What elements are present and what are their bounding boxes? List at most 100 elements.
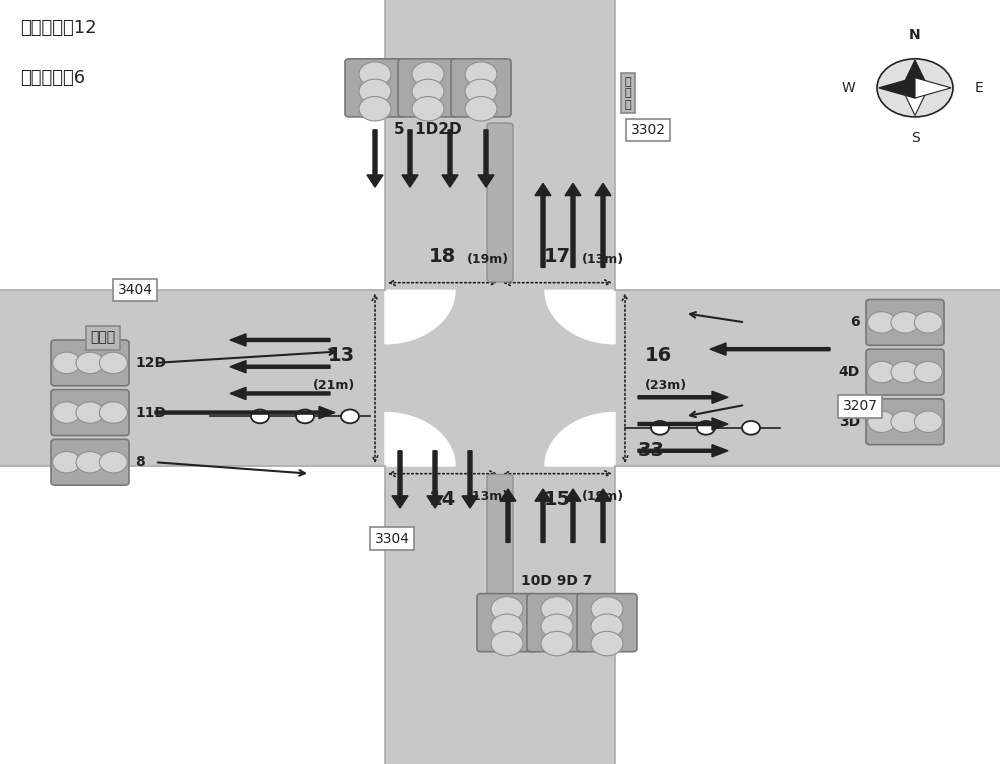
Circle shape	[465, 62, 497, 86]
FancyArrow shape	[427, 451, 443, 508]
Circle shape	[359, 62, 391, 86]
FancyArrow shape	[155, 406, 335, 419]
FancyBboxPatch shape	[527, 594, 587, 652]
FancyArrow shape	[402, 130, 418, 187]
Circle shape	[359, 96, 391, 121]
Text: 14: 14	[429, 490, 456, 510]
Text: 12D: 12D	[135, 356, 166, 370]
Polygon shape	[902, 60, 928, 88]
Circle shape	[591, 597, 623, 621]
Wedge shape	[545, 413, 615, 466]
Circle shape	[541, 631, 573, 656]
Circle shape	[868, 312, 896, 333]
Circle shape	[491, 631, 523, 656]
FancyArrow shape	[478, 130, 494, 187]
Circle shape	[412, 62, 444, 86]
Wedge shape	[545, 290, 615, 344]
FancyBboxPatch shape	[398, 59, 458, 117]
Circle shape	[76, 402, 104, 423]
Circle shape	[465, 79, 497, 104]
Circle shape	[891, 361, 919, 383]
Text: (13m): (13m)	[466, 490, 509, 503]
FancyArrow shape	[595, 489, 611, 542]
Text: 绿
主
路: 绿 主 路	[625, 76, 631, 110]
Text: 18: 18	[429, 247, 456, 266]
Circle shape	[412, 79, 444, 104]
Circle shape	[591, 631, 623, 656]
FancyArrow shape	[500, 489, 516, 542]
Circle shape	[877, 59, 953, 117]
FancyBboxPatch shape	[866, 349, 944, 395]
Text: (23m): (23m)	[645, 379, 687, 393]
Text: 3404: 3404	[118, 283, 152, 297]
FancyArrow shape	[230, 387, 330, 400]
Text: 中由路: 中由路	[90, 331, 116, 345]
FancyArrow shape	[230, 334, 330, 346]
Circle shape	[359, 79, 391, 104]
FancyArrow shape	[230, 361, 330, 373]
Circle shape	[697, 421, 715, 435]
FancyArrow shape	[710, 343, 830, 355]
Text: 15: 15	[544, 490, 571, 510]
Text: (21m): (21m)	[313, 379, 355, 393]
Circle shape	[251, 410, 269, 423]
Text: 5  1D2D: 5 1D2D	[394, 122, 462, 138]
Polygon shape	[902, 88, 928, 115]
FancyArrow shape	[535, 183, 551, 267]
Circle shape	[99, 402, 127, 423]
FancyArrow shape	[638, 445, 728, 457]
Text: 3D: 3D	[839, 415, 860, 429]
Circle shape	[891, 312, 919, 333]
Circle shape	[99, 452, 127, 473]
Text: S: S	[911, 131, 919, 144]
Circle shape	[53, 402, 81, 423]
Circle shape	[465, 96, 497, 121]
FancyArrow shape	[638, 418, 728, 430]
Text: 6: 6	[850, 316, 860, 329]
FancyArrow shape	[392, 451, 408, 508]
Text: N: N	[909, 28, 921, 42]
Circle shape	[891, 411, 919, 432]
Circle shape	[99, 352, 127, 374]
FancyArrow shape	[367, 130, 383, 187]
Text: 33: 33	[638, 442, 665, 460]
FancyBboxPatch shape	[866, 299, 944, 345]
FancyBboxPatch shape	[0, 290, 1000, 466]
Circle shape	[491, 597, 523, 621]
Circle shape	[296, 410, 314, 423]
Circle shape	[412, 96, 444, 121]
FancyArrow shape	[565, 183, 581, 267]
Wedge shape	[385, 290, 455, 344]
FancyBboxPatch shape	[345, 59, 405, 117]
Text: W: W	[841, 81, 855, 95]
Circle shape	[76, 452, 104, 473]
FancyArrow shape	[442, 130, 458, 187]
Circle shape	[541, 597, 573, 621]
Text: 3207: 3207	[842, 400, 878, 413]
Circle shape	[914, 411, 942, 432]
FancyArrow shape	[535, 489, 551, 542]
FancyBboxPatch shape	[51, 439, 129, 485]
Circle shape	[742, 421, 760, 435]
FancyArrow shape	[595, 183, 611, 267]
Text: 人行灯组：6: 人行灯组：6	[20, 69, 85, 87]
Text: 4D: 4D	[839, 365, 860, 379]
Circle shape	[53, 352, 81, 374]
Circle shape	[868, 411, 896, 432]
Circle shape	[491, 614, 523, 639]
FancyArrow shape	[638, 391, 728, 403]
Polygon shape	[915, 78, 951, 98]
Circle shape	[76, 352, 104, 374]
FancyBboxPatch shape	[51, 390, 129, 435]
Circle shape	[541, 614, 573, 639]
Text: 11D: 11D	[135, 406, 166, 419]
Polygon shape	[879, 78, 915, 98]
Circle shape	[914, 312, 942, 333]
FancyBboxPatch shape	[451, 59, 511, 117]
Text: (13m): (13m)	[582, 253, 624, 266]
FancyArrow shape	[462, 451, 478, 508]
Text: E: E	[975, 81, 984, 95]
Circle shape	[341, 410, 359, 423]
Text: 3304: 3304	[374, 532, 410, 545]
Text: (19m): (19m)	[582, 490, 624, 503]
